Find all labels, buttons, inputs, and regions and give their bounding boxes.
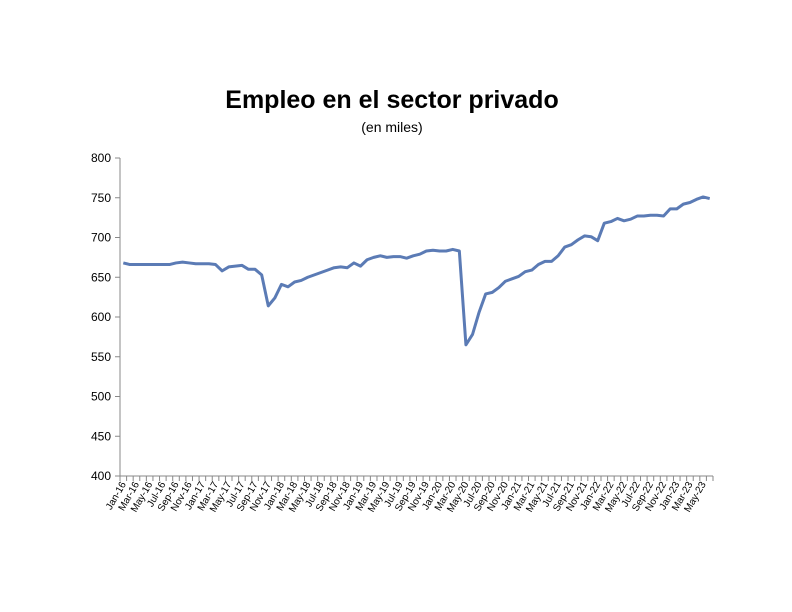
line-series xyxy=(122,195,711,347)
y-tick-label: 550 xyxy=(91,350,111,364)
y-tick-label: 400 xyxy=(91,469,111,483)
y-tick-label: 800 xyxy=(91,151,111,165)
y-tick-label: 700 xyxy=(91,231,111,245)
chart-subtitle: (en miles) xyxy=(361,119,422,135)
chart-title: Empleo en el sector privado xyxy=(225,86,558,114)
y-tick-label: 750 xyxy=(91,191,111,205)
y-tick-label: 500 xyxy=(91,390,111,404)
y-tick-label: 450 xyxy=(91,429,111,443)
y-tick-label: 650 xyxy=(91,270,111,284)
y-tick-label: 600 xyxy=(91,310,111,324)
